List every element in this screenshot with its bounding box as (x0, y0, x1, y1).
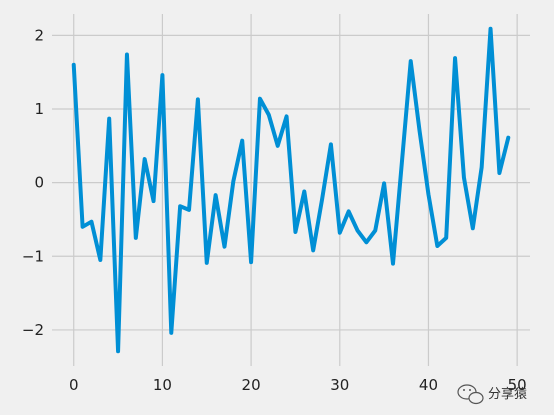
y-tick-label: −2 (22, 321, 44, 339)
data-point (365, 241, 367, 243)
data-point (215, 194, 217, 196)
watermark-text: 分享猿 (488, 386, 527, 402)
data-point (427, 193, 429, 195)
watermark: 分享猿 (457, 384, 527, 405)
y-tick-label: 1 (34, 100, 44, 118)
chat-bubble-icon (457, 384, 484, 405)
data-point (99, 259, 101, 261)
data-point (188, 209, 190, 211)
x-tick-label: 10 (153, 376, 172, 394)
data-point (463, 176, 465, 178)
data-point (259, 98, 261, 100)
data-point (250, 261, 252, 263)
data-point (330, 143, 332, 145)
data-point (294, 231, 296, 233)
x-tick-label: 30 (330, 376, 349, 394)
data-point (348, 210, 350, 212)
data-point (170, 332, 172, 334)
data-point (303, 190, 305, 192)
series-line (71, 26, 511, 354)
data-point (321, 199, 323, 201)
data-point (507, 137, 509, 139)
x-tick-label: 50 (508, 376, 527, 394)
y-tick-label: 0 (34, 174, 44, 192)
data-point (206, 262, 208, 264)
tick-labels: 0 10 20 30 40 50 −2 −1 0 1 2 (22, 26, 527, 394)
data-point (312, 249, 314, 251)
x-tick-label: 20 (242, 376, 261, 394)
data-point (410, 60, 412, 62)
data-point (454, 57, 456, 59)
data-point (82, 226, 84, 228)
data-point (419, 130, 421, 132)
x-tick-label: 0 (69, 376, 79, 394)
data-point (277, 145, 279, 147)
data-point (374, 230, 376, 232)
data-point (153, 200, 155, 202)
data-point (268, 114, 270, 116)
data-point (232, 180, 234, 182)
data-point (126, 54, 128, 56)
data-point (223, 246, 225, 248)
data-point (445, 237, 447, 239)
series-group (71, 26, 511, 354)
data-point (357, 230, 359, 232)
data-point (490, 28, 492, 30)
data-point (286, 115, 288, 117)
y-tick-label: 2 (34, 26, 44, 44)
data-point (117, 350, 119, 352)
data-point (197, 98, 199, 100)
data-point (472, 227, 474, 229)
data-point (241, 140, 243, 142)
data-point (383, 182, 385, 184)
x-tick-label: 40 (419, 376, 438, 394)
data-point (144, 158, 146, 160)
data-point (179, 205, 181, 207)
data-point (436, 245, 438, 247)
data-point (481, 166, 483, 168)
y-tick-label: −1 (22, 247, 44, 265)
data-point (498, 172, 500, 174)
data-point (90, 221, 92, 223)
data-point (135, 237, 137, 239)
data-point (73, 64, 75, 66)
data-point (161, 74, 163, 76)
data-point (401, 162, 403, 164)
data-point (339, 232, 341, 234)
data-point (392, 263, 394, 265)
data-point (108, 118, 110, 120)
